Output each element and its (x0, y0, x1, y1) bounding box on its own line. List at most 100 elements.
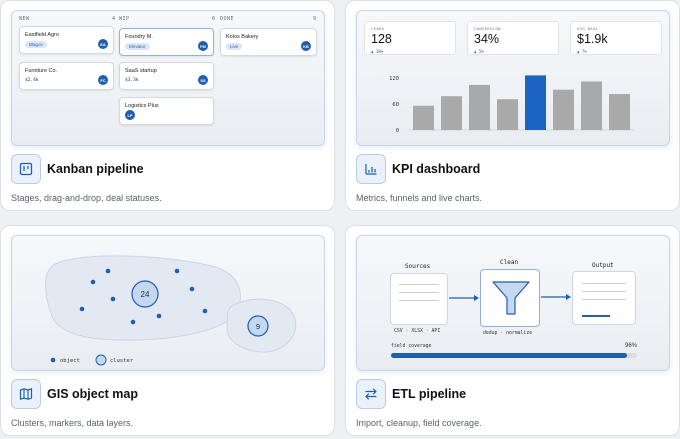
card-title: GIS object map (47, 387, 138, 401)
map-marker (79, 306, 85, 312)
coverage-label: field coverage (391, 344, 432, 349)
deal-name: Kolos Bakery (226, 34, 259, 40)
bar (497, 99, 518, 130)
card-description: Stages, drag-and-drop, deal statuses. (11, 193, 162, 203)
metric-delta: ▲ 7% (577, 49, 587, 54)
bar (441, 96, 462, 130)
gis-card[interactable]: 24 9 object cluster GIS object map Clust… (0, 225, 335, 436)
deal-tag: Live (226, 43, 243, 50)
map-markers (79, 268, 208, 325)
metric-delta: ▲ 5% (474, 49, 484, 54)
column-header-wip: WIP (119, 16, 130, 22)
deal-card[interactable]: Logistics Plus LP (119, 97, 214, 125)
card-description: Clusters, markers, data layers. (11, 418, 134, 428)
metric-label: AVG DEAL (577, 26, 599, 31)
column-count-wip: 6 (212, 16, 216, 22)
metric-tile: CONVERSION 34% ▲ 5% (467, 21, 559, 55)
output-box (572, 271, 636, 325)
coverage-track (391, 353, 637, 358)
kpi-preview: LEADS 128 ▲ 18% CONVERSION 34% ▲ 5% AVG … (356, 10, 670, 146)
clean-box (480, 269, 540, 327)
deal-card[interactable]: SaaS startup $3.3k SS (119, 62, 214, 90)
legend-cluster-label: cluster (110, 358, 134, 364)
bar (413, 105, 434, 130)
bar-chart: 120 60 0 (389, 75, 635, 134)
metric-value: 34% (474, 32, 500, 46)
bar (469, 84, 490, 130)
deal-card-selected[interactable]: Foundry M. Elevator FM (119, 28, 214, 56)
card-description: Import, cleanup, field coverage. (356, 418, 482, 428)
map-marker (110, 296, 116, 302)
kpi-card[interactable]: LEADS 128 ▲ 18% CONVERSION 34% ▲ 5% AVG … (345, 0, 680, 211)
metric-label: LEADS (371, 26, 385, 31)
cluster-count: 9 (256, 322, 260, 331)
arrow-head (566, 294, 571, 300)
map-marker (174, 268, 180, 274)
y-tick-label: 0 (396, 128, 399, 134)
legend-object-label: object (60, 358, 80, 364)
map-canvas: 24 9 object cluster (45, 255, 297, 366)
bar (609, 94, 630, 130)
avatar: FM (198, 41, 208, 51)
etl-preview: Sources Clean Output CSV · XLSX · API (356, 235, 670, 371)
bar-highlighted (525, 75, 546, 130)
map-marker (189, 286, 195, 292)
card-title: KPI dashboard (392, 162, 481, 176)
y-tick-label: 60 (392, 102, 399, 108)
avatar: EA (98, 39, 108, 49)
deal-card[interactable]: Eastfield Agro Blagov EA (19, 26, 114, 54)
column-count-done: 9 (313, 16, 317, 22)
metric-tile: AVG DEAL $1.9k ▲ 7% (570, 21, 662, 55)
filter-icon (492, 281, 530, 315)
legend-object-dot (50, 357, 56, 363)
metric-tile: LEADS 128 ▲ 18% (364, 21, 456, 55)
swap-arrows-icon (356, 379, 386, 409)
deal-value: $3.3k (125, 78, 139, 83)
card-title: ETL pipeline (392, 387, 467, 401)
kanban-preview: NEW 4 WIP 6 DONE 9 Eastfield Agro Blagov… (11, 10, 325, 146)
sources-subtitle: CSV · XLSX · API (394, 329, 441, 334)
bar (581, 81, 602, 130)
deal-name: SaaS startup (125, 68, 157, 74)
avatar: SS (198, 75, 208, 85)
metric-value: 128 (371, 32, 392, 46)
deal-name: Foundry M. (125, 34, 153, 40)
map-marker (90, 279, 96, 285)
column-count-new: 4 (112, 16, 116, 22)
deal-card[interactable]: Kolos Bakery Live KB (220, 28, 317, 56)
coverage-value: 96% (625, 343, 638, 349)
bar-chart-icon (356, 154, 386, 184)
deal-value: $2.4k (25, 78, 39, 83)
coverage-fill (391, 353, 628, 358)
metric-label: CONVERSION (474, 26, 501, 31)
deal-tag: Elevator (125, 43, 150, 50)
avatar: FC (98, 75, 108, 85)
gis-preview: 24 9 object cluster (11, 235, 325, 371)
stage-clean-label: Clean (500, 259, 519, 266)
etl-card[interactable]: Sources Clean Output CSV · XLSX · API (345, 225, 680, 436)
kanban-card[interactable]: NEW 4 WIP 6 DONE 9 Eastfield Agro Blagov… (0, 0, 335, 211)
deal-name: Eastfield Agro (25, 32, 59, 38)
deal-card[interactable]: Furniture Co. $2.4k FC (19, 62, 114, 90)
sources-box (390, 273, 448, 325)
deal-tag: Blagov (25, 41, 47, 48)
avatar: KB (301, 41, 311, 51)
metric-delta: ▲ 18% (371, 49, 384, 54)
map-icon (11, 379, 41, 409)
card-title: Kanban pipeline (47, 162, 144, 176)
clean-subtitle: dedup · normalize (483, 331, 533, 336)
metric-value: $1.9k (577, 32, 608, 46)
avatar: LP (125, 110, 135, 120)
deal-name: Furniture Co. (25, 68, 58, 74)
map-marker (105, 268, 111, 274)
column-header-new: NEW (19, 16, 30, 22)
stage-sources-label: Sources (405, 263, 431, 270)
stage-output-label: Output (592, 262, 614, 269)
card-description: Metrics, funnels and live charts. (356, 193, 483, 203)
map-marker (156, 313, 162, 319)
y-tick-label: 120 (389, 76, 399, 82)
map-cluster[interactable]: 9 (247, 315, 269, 337)
column-header-done: DONE (220, 16, 235, 22)
map-cluster[interactable]: 24 (131, 280, 159, 308)
cluster-count: 24 (141, 290, 150, 299)
